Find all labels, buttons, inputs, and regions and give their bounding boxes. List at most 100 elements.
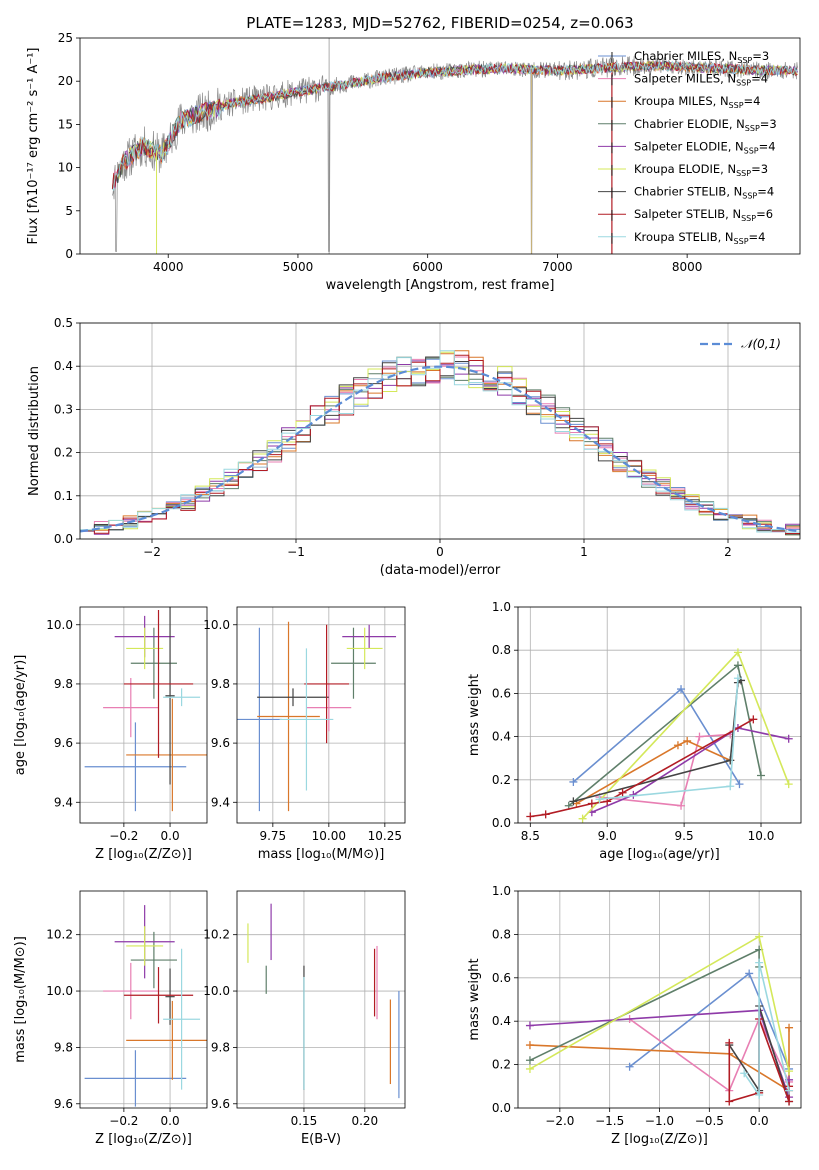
y-tick-label: 9.6 xyxy=(54,736,73,750)
y-tick-label: 0.8 xyxy=(492,643,511,657)
y-tick-label: 10.2 xyxy=(46,928,73,942)
x-axis-label: age [log₁₀(age/yr)] xyxy=(599,847,720,862)
legend-marker: | xyxy=(610,208,614,221)
y-tick-label: 1.0 xyxy=(492,600,511,614)
x-tick-label: −1 xyxy=(287,545,305,559)
x-tick-label: −2.0 xyxy=(545,1114,574,1128)
legend: | Chabrier MILES, NSSP=3 | Salpeter MILES, … xyxy=(598,49,777,246)
weight-marker xyxy=(785,1097,794,1106)
weight-line xyxy=(743,962,790,1098)
legend-label: Kroupa ELODIE, NSSP=3 xyxy=(634,162,768,178)
x-tick-label: 9.75 xyxy=(259,829,286,843)
y-axis-label: age [log₁₀(age/yr)] xyxy=(13,655,28,776)
weight-marker xyxy=(726,782,735,791)
plot-area xyxy=(80,350,800,539)
weight-marker xyxy=(735,780,744,789)
weight-marker xyxy=(785,1067,794,1076)
panel-mass-EBV: 0.15 0.20 9.6 9.8 10.0 10.2 E(B-V) xyxy=(203,890,406,1147)
legend-marker: | xyxy=(610,163,614,176)
legend-marker: | xyxy=(610,140,614,153)
y-tick-label: 0 xyxy=(65,247,73,261)
axes-frame xyxy=(79,606,208,824)
y-tick-label: 0.4 xyxy=(54,359,73,373)
x-tick-label: 10.0 xyxy=(748,829,775,843)
x-axis-label: E(B-V) xyxy=(301,1132,341,1147)
y-tick-label: 0.8 xyxy=(492,927,511,941)
legend-label: 𝒩(0,1) xyxy=(741,337,781,351)
plot-area xyxy=(526,648,793,823)
y-tick-label: 5 xyxy=(65,204,73,218)
weight-marker xyxy=(677,685,686,694)
legend-marker: | xyxy=(610,118,614,131)
weight-marker xyxy=(725,1038,734,1047)
y-tick-label: 9.8 xyxy=(54,1040,73,1054)
weight-marker xyxy=(526,812,535,821)
weight-line xyxy=(529,948,760,1062)
y-tick-label: 10.0 xyxy=(46,984,73,998)
weight-line xyxy=(576,740,731,805)
y-tick-label: 9.4 xyxy=(211,795,230,809)
y-tick-label: 9.6 xyxy=(211,1097,230,1111)
x-tick-label: 4000 xyxy=(153,260,184,274)
axes-frame xyxy=(79,37,801,255)
weight-line xyxy=(582,650,790,820)
x-tick-label: 0 xyxy=(436,545,444,559)
x-tick-label: −0.2 xyxy=(109,829,138,843)
weight-marker xyxy=(525,1056,534,1065)
x-tick-label: −1.0 xyxy=(645,1114,674,1128)
x-tick-label: 0.15 xyxy=(291,1114,318,1128)
panel-residuals: −2 −1 0 1 2 0.0 0.1 0.2 0.3 0.4 0.5 𝒩(0,1) (data-mod… xyxy=(27,316,801,578)
y-tick-label: 0.2 xyxy=(492,773,511,787)
panel-age-Z: −0.2 0.0 9.4 9.6 9.8 10.0 Z [log₁₀(Z/Z⊙)] age [… xyxy=(13,606,208,862)
y-tick-label: 9.8 xyxy=(54,677,73,691)
y-tick-label: 9.6 xyxy=(54,1097,73,1111)
legend-label: Chabrier ELODIE, NSSP=3 xyxy=(634,117,777,133)
weight-marker xyxy=(784,734,793,743)
weight-marker xyxy=(755,958,764,967)
x-tick-label: 0.0 xyxy=(161,1114,180,1128)
y-tick-label: 0.2 xyxy=(492,1058,511,1072)
weight-marker xyxy=(784,780,793,789)
weight-marker xyxy=(625,1062,634,1071)
legend-label: Kroupa MILES, NSSP=4 xyxy=(634,94,760,110)
weight-marker xyxy=(733,661,742,670)
x-tick-label: 10.25 xyxy=(368,829,402,843)
legend-marker: | xyxy=(610,73,614,86)
y-tick-label: 1.0 xyxy=(492,884,511,898)
x-tick-label: −0.2 xyxy=(109,1114,138,1128)
panel-mass-Z: −0.2 0.0 9.6 9.8 10.0 10.2 Z [log₁₀(Z/Z⊙)] mass… xyxy=(13,890,208,1147)
plot-area xyxy=(247,903,400,1099)
legend-label: Chabrier MILES, NSSP=3 xyxy=(634,49,769,65)
panel-weight-Z: −2.0 −1.5 −1.0 −0.5 0.0 0.0 0.2 0.4 0.6 0.8 1.0 Z [… xyxy=(467,884,802,1147)
weight-marker xyxy=(569,797,578,806)
legend-label: Salpeter MILES, NSSP=4 xyxy=(634,72,768,88)
spectrum-model-line xyxy=(112,60,798,192)
y-tick-label: 0.5 xyxy=(54,316,73,330)
y-tick-label: 0.0 xyxy=(492,1101,511,1115)
x-tick-label: 5000 xyxy=(283,260,314,274)
legend-marker: | xyxy=(610,186,614,199)
weight-marker xyxy=(673,741,682,750)
x-axis-label: Z [log₁₀(Z/Z⊙)] xyxy=(95,1132,192,1147)
y-tick-label: 10.2 xyxy=(203,928,230,942)
panel-age-mass: 9.75 10.00 10.25 9.4 9.6 9.8 10.0 mass [log₁₀(M… xyxy=(203,606,406,862)
y-tick-label: 0.1 xyxy=(54,489,73,503)
weight-marker xyxy=(785,1086,794,1095)
y-tick-label: 0.6 xyxy=(492,971,511,985)
y-tick-label: 10.0 xyxy=(46,618,73,632)
x-tick-label: −1.5 xyxy=(595,1114,624,1128)
weight-marker xyxy=(569,777,578,786)
legend-marker: | xyxy=(610,95,614,108)
x-tick-label: 2 xyxy=(724,545,732,559)
axes-frame xyxy=(236,606,406,824)
axes-frame xyxy=(236,890,406,1109)
weight-marker xyxy=(525,1064,534,1073)
legend-marker: | xyxy=(610,50,614,63)
x-axis-label: mass [log₁₀(M/M⊙)] xyxy=(258,847,385,862)
x-tick-label: 6000 xyxy=(412,260,443,274)
weight-marker xyxy=(525,1041,534,1050)
weight-marker xyxy=(695,732,704,741)
plot-area xyxy=(111,38,798,254)
weight-line xyxy=(629,1017,790,1092)
